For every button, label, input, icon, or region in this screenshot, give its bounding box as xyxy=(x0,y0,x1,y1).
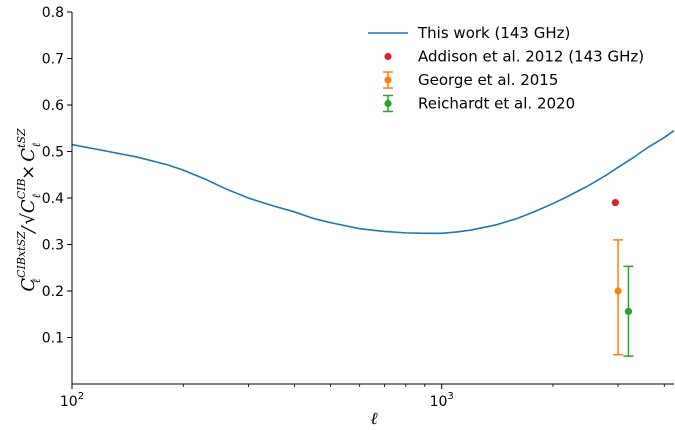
y-axis-label: CCIBxtSZℓ/√CCIB ℓ×CtSZ ℓ xyxy=(15,128,43,292)
legend-point-marker xyxy=(384,52,392,61)
x-tick-label: 103 xyxy=(430,391,454,410)
ylabel-times: × xyxy=(18,165,39,180)
ylabel-main: C xyxy=(18,278,39,292)
legend-label: Addison et al. 2012 (143 GHz) xyxy=(418,48,644,66)
legend-point-marker xyxy=(384,76,392,84)
axes: 0.1 0.2 0.3 0.4 0.5 0.6 0.7 0.8 102 103 xyxy=(42,5,674,410)
data-point-reichardt xyxy=(624,307,633,316)
ylabel-slash: / xyxy=(18,225,39,235)
legend-label: Reichardt et al. 2020 xyxy=(418,95,575,113)
y-tick-label: 0.2 xyxy=(42,284,64,300)
ylabel-term1-sub: ℓ xyxy=(30,193,43,198)
legend: This work (143 GHz) Addison et al. 2012 (… xyxy=(368,24,644,113)
ylabel-term2-sub: ℓ xyxy=(30,142,43,147)
ylabel-term2: C xyxy=(18,148,39,162)
y-tick-label: 0.3 xyxy=(42,238,64,254)
x-axis-label: ℓ xyxy=(370,409,377,429)
series-line-this-work xyxy=(71,129,675,235)
y-tick-label: 0.1 xyxy=(42,331,64,347)
y-tick-label: 0.4 xyxy=(42,191,64,207)
legend-label: This work (143 GHz) xyxy=(417,24,570,42)
ylabel-sqrt: √ xyxy=(18,213,39,225)
ylabel-term1: C xyxy=(18,199,39,213)
y-tick-label: 0.8 xyxy=(42,5,64,21)
legend-point-marker xyxy=(384,99,392,108)
data-point-addison xyxy=(611,199,619,207)
y-tick-label: 0.6 xyxy=(42,98,64,114)
data-point-george xyxy=(614,287,622,295)
ylabel-term2-sup: tSZ xyxy=(15,128,28,148)
x-tick-label: 102 xyxy=(60,391,84,410)
ylabel-term1-sup: CIB xyxy=(15,178,28,199)
legend-label: George et al. 2015 xyxy=(418,71,558,89)
ylabel-main-sup: CIBxtSZ xyxy=(15,231,28,278)
y-tick-label: 0.5 xyxy=(42,145,64,161)
plot-area xyxy=(71,129,675,357)
y-tick-label: 0.7 xyxy=(42,52,64,68)
ylabel-main-sub: ℓ xyxy=(30,278,43,283)
